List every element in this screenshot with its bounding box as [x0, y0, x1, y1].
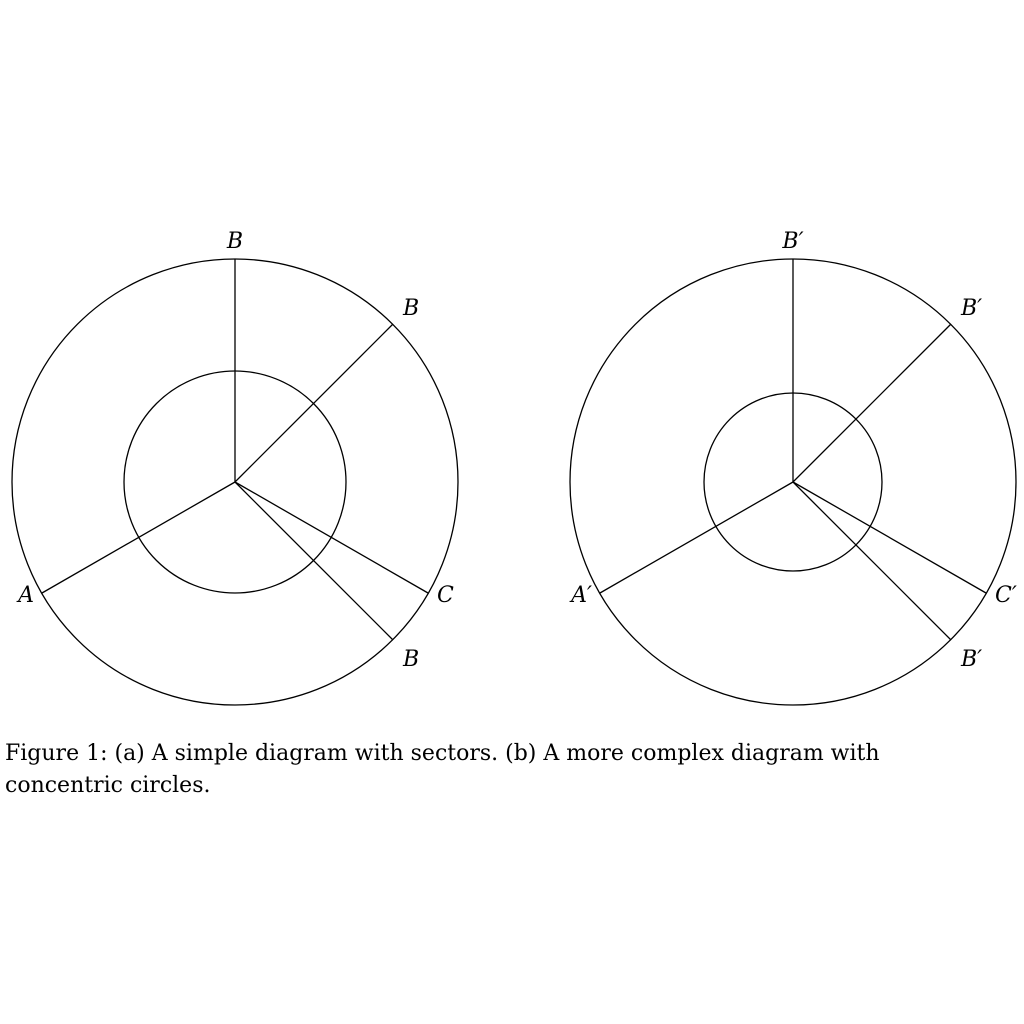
- diagram-a: [11, 258, 459, 706]
- ray-left: [599, 481, 794, 594]
- ray-upper-right: [792, 323, 952, 483]
- ray-upper-right: [234, 323, 394, 483]
- label-a-upper-right: B: [402, 296, 419, 321]
- ray-right: [792, 481, 987, 594]
- ray-right: [234, 481, 429, 594]
- label-b-right: C′: [995, 583, 1017, 608]
- figure-caption: Figure 1: (a) A simple diagram with sect…: [5, 741, 880, 798]
- label-b-upper-right: B′: [960, 296, 982, 321]
- label-b-top: B′: [781, 229, 803, 254]
- diagram-b-labels: B′ B′ A′ C′ B′: [569, 229, 1017, 672]
- label-b-lower-right: B′: [960, 647, 982, 672]
- label-a-left: A: [16, 583, 34, 608]
- label-b-left: A′: [569, 583, 592, 608]
- diagram-b: [569, 258, 1017, 706]
- ray-lower-right: [792, 481, 952, 641]
- label-a-right: C: [437, 583, 454, 608]
- ray-left: [41, 481, 236, 594]
- label-a-lower-right: B: [402, 647, 419, 672]
- diagram-a-labels: B B A C B: [16, 229, 454, 672]
- label-a-top: B: [226, 229, 243, 254]
- ray-lower-right: [234, 481, 394, 641]
